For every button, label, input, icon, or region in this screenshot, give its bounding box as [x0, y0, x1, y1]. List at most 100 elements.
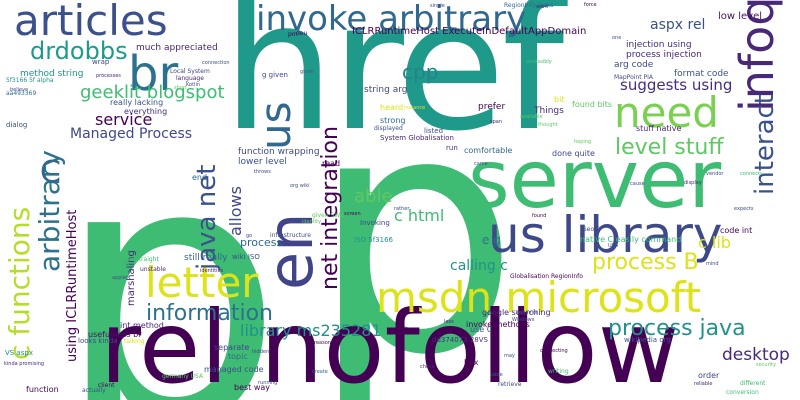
word: code int	[720, 226, 753, 235]
word: level stuff	[615, 135, 724, 160]
word: client	[98, 382, 115, 389]
word: e g	[482, 233, 501, 247]
word: talking	[124, 338, 145, 345]
word: prefer	[478, 102, 506, 112]
word: throws	[254, 169, 271, 175]
word: native C easily command	[580, 235, 682, 244]
word: interact	[750, 93, 780, 195]
word: C	[40, 155, 61, 190]
word: given	[300, 69, 314, 75]
word: vendor	[706, 171, 724, 177]
word: function wrapping	[238, 147, 320, 157]
word: low level	[718, 11, 763, 22]
word: expects	[734, 206, 754, 212]
word: less	[444, 319, 454, 325]
word: example	[212, 243, 234, 249]
word: believe	[10, 87, 29, 93]
word: c html	[394, 206, 445, 225]
word: force	[584, 2, 597, 8]
word: dialog	[6, 121, 28, 129]
word: usefulness br	[88, 330, 142, 339]
word: net integration	[318, 126, 343, 290]
word: really lacking	[110, 98, 164, 107]
word: USA	[608, 243, 619, 249]
word: process B	[592, 250, 699, 275]
word: different	[740, 380, 766, 387]
word: GeoID	[582, 226, 601, 233]
word: function	[26, 385, 59, 394]
word: server	[468, 133, 722, 226]
word: given SWE	[312, 212, 344, 219]
word: arg code	[614, 60, 654, 70]
word: format code	[674, 69, 729, 79]
word: use C	[470, 325, 493, 334]
word: process injection	[626, 50, 702, 60]
word: instance	[404, 105, 426, 111]
word: found	[532, 213, 547, 219]
word: href	[222, 0, 564, 170]
word: processes	[96, 73, 121, 79]
word: applet	[112, 275, 128, 281]
word: Things	[534, 106, 564, 116]
word: c functions	[3, 206, 36, 360]
word: desktop	[722, 345, 790, 365]
word: process java	[608, 316, 746, 341]
word: library ms235281	[240, 321, 382, 340]
word: may	[504, 353, 515, 359]
word: screen	[344, 211, 361, 217]
word: infrastructure	[270, 232, 311, 239]
word: short	[174, 85, 187, 91]
word: much appreciated	[136, 43, 218, 53]
word: deu	[296, 30, 308, 37]
word: p	[310, 43, 520, 400]
word: conversion	[726, 389, 759, 396]
word: geeklit blogspot	[80, 82, 225, 103]
word: one	[612, 35, 622, 41]
word: wrap	[92, 58, 110, 66]
word: connects	[740, 171, 763, 177]
word: writing	[548, 368, 569, 375]
word: c lib	[698, 233, 731, 252]
word: VS aspx	[5, 349, 33, 357]
word: System Globalisation	[380, 134, 454, 142]
word: create	[312, 369, 328, 375]
word: process	[240, 236, 283, 249]
word: Windows	[512, 317, 535, 323]
word: unstable	[140, 266, 166, 273]
word: wiki ISO	[232, 253, 260, 261]
word: found bits	[572, 100, 613, 109]
word: p	[55, 85, 283, 400]
word: accessibly	[526, 59, 552, 65]
word: kinda promising	[4, 361, 45, 367]
word: germany USA	[162, 373, 204, 380]
word: listed	[424, 127, 444, 135]
word: box	[464, 358, 479, 367]
word: strong	[380, 116, 406, 125]
word: separate	[214, 343, 250, 352]
word: reliable	[694, 381, 713, 387]
word: org wiki	[290, 183, 310, 189]
word: invoke arbitrary	[256, 0, 527, 39]
word: heard	[380, 103, 404, 112]
word: aspx rel	[650, 17, 706, 33]
word: Managed Process	[70, 126, 193, 142]
word: lower level	[238, 157, 287, 167]
word: connecting	[540, 348, 568, 354]
word: cpp	[402, 60, 439, 84]
word: connection	[202, 60, 230, 66]
word: everything	[124, 107, 168, 116]
word: invoke methods	[466, 320, 530, 329]
word: letter	[145, 258, 259, 307]
word: identity	[302, 219, 322, 225]
word: injection using	[626, 40, 692, 50]
word: topic	[228, 352, 248, 361]
word: method string	[20, 69, 84, 79]
word: span	[490, 119, 503, 125]
word: comfortable	[464, 146, 513, 155]
word: done quite	[552, 149, 595, 158]
word: rather	[394, 206, 410, 212]
word: Invoking	[360, 219, 390, 227]
word: bit	[554, 95, 565, 104]
word: ISO 5f3166	[354, 236, 393, 244]
